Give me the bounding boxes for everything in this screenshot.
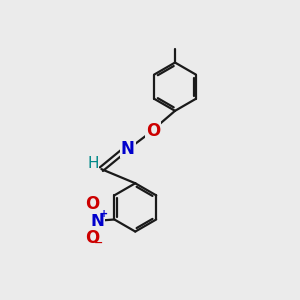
Text: O: O [85,195,99,213]
Text: O: O [85,229,99,247]
Text: +: + [100,209,108,220]
Text: H: H [87,156,99,171]
Text: N: N [121,140,135,158]
Text: N: N [90,212,104,230]
Text: −: − [94,238,103,248]
Text: O: O [146,122,160,140]
